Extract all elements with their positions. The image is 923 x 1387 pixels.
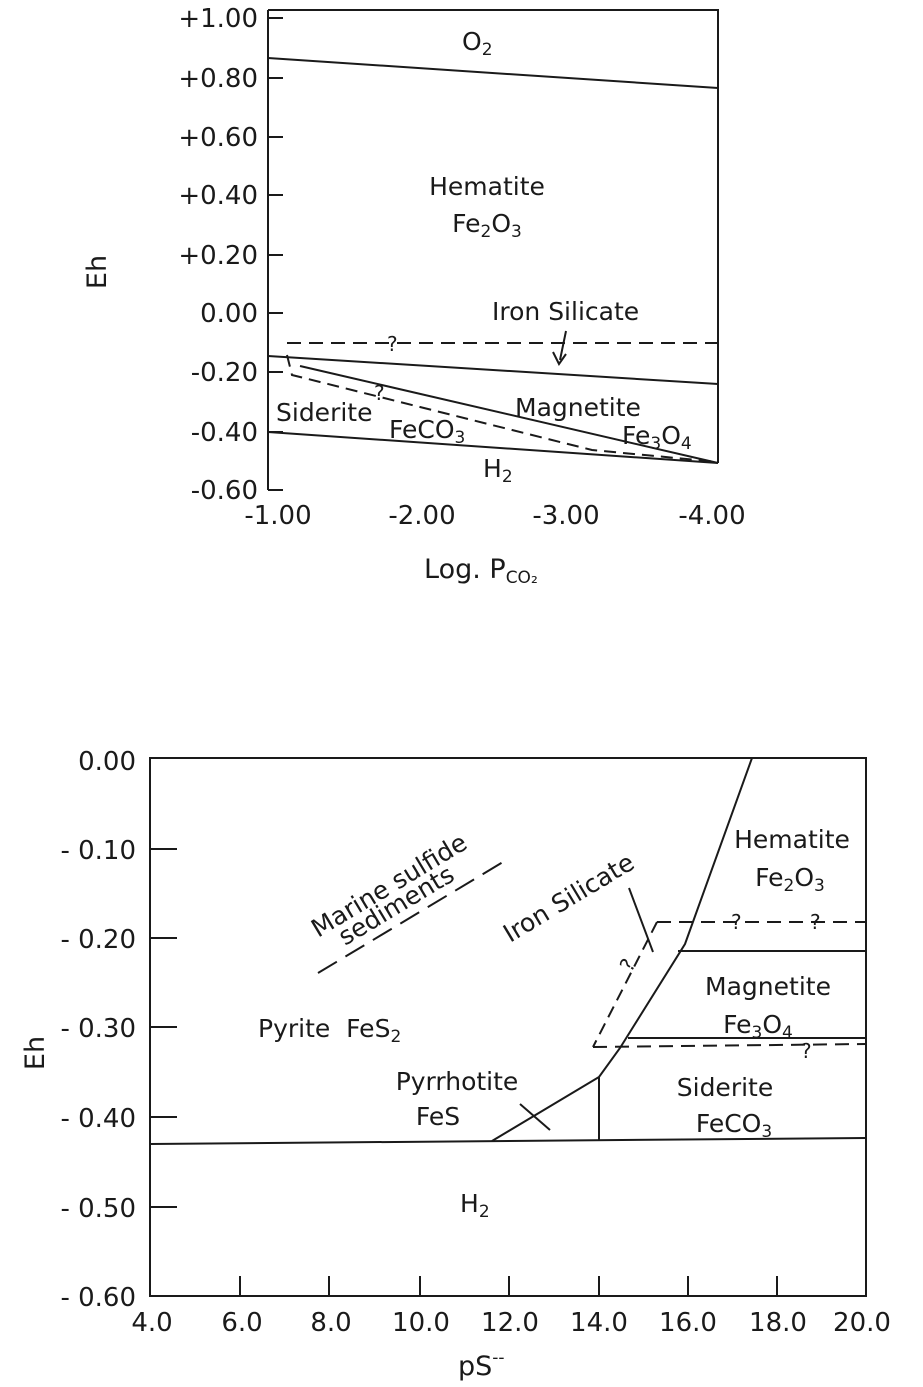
bottom-x-tick-label: 20.0 [833, 1308, 891, 1338]
bottom-x-tick-label: 16.0 [659, 1308, 717, 1338]
top-o2-boundary-line [267, 57, 719, 89]
bottom-pyrrhotite-formula: FeS [416, 1102, 460, 1131]
bottom-iron-silicate-leader [628, 887, 654, 953]
bottom-pyrite-label: Pyrite FeS2 [258, 1014, 401, 1047]
top-y-tick-label: 0.00 [200, 299, 258, 329]
bottom-question-mark: ? [731, 910, 742, 934]
bottom-magnetite-label: Magnetite [705, 972, 831, 1001]
bottom-y-tick-label: - 0.30 [60, 1014, 136, 1044]
bottom-x-axis-title: pS-- [458, 1348, 505, 1382]
bottom-question-mark: ? [615, 954, 641, 975]
top-x-tick-label: -3.00 [532, 501, 599, 531]
bottom-marine-sulfide-dashed-line [317, 861, 504, 974]
bottom-x-tick-label: 18.0 [749, 1308, 807, 1338]
bottom-x-tick-label: 14.0 [570, 1308, 628, 1338]
top-hematite-magnetite-boundary [267, 355, 719, 385]
top-plot-frame [267, 9, 719, 490]
top-question-mark: ? [387, 332, 398, 356]
top-x-tick-label: -2.00 [388, 501, 455, 531]
bottom-x-axis-title-main: pS [458, 1351, 492, 1382]
top-y-tick-labels: +1.00 +0.80 +0.60 +0.40 +0.20 0.00 -0.20… [178, 4, 258, 506]
bottom-y-tick-label: - 0.40 [60, 1104, 136, 1134]
top-x-tick-labels: -1.00 -2.00 -3.00 -4.00 [244, 501, 745, 531]
bottom-question-mark: ? [810, 910, 821, 934]
top-siderite-formula: FeCO3 [389, 415, 465, 448]
top-question-mark: ? [374, 381, 385, 405]
bottom-diagram [149, 757, 867, 1297]
bottom-x-tick-label: 6.0 [221, 1308, 262, 1338]
bottom-lower-dashed-line [592, 1043, 867, 1048]
top-y-tick-label: -0.40 [191, 418, 258, 448]
bottom-y-tick-labels: 0.00 - 0.10 - 0.20 - 0.30 - 0.40 - 0.50 … [60, 747, 136, 1313]
top-h2-boundary-line [267, 431, 719, 464]
top-y-tick-label: +0.40 [178, 181, 258, 211]
bottom-hematite-formula: Fe2O3 [755, 863, 825, 896]
top-magnetite-formula: Fe3O4 [622, 421, 692, 454]
top-y-tick-label: +0.80 [178, 64, 258, 94]
bottom-siderite-label: Siderite [677, 1073, 773, 1102]
bottom-y-tick-label: - 0.20 [60, 925, 136, 955]
top-siderite-dashed-boundary [286, 354, 719, 463]
top-hematite-formula: Fe2O3 [452, 209, 522, 242]
bottom-hematite-label: Hematite [734, 825, 850, 854]
top-iron-silicate-arrow [559, 330, 567, 361]
top-x-tick-label: -4.00 [678, 501, 745, 531]
bottom-h2-label: H2 [460, 1189, 490, 1222]
top-x-tick-label: -1.00 [244, 501, 311, 531]
bottom-x-tick-label: 4.0 [131, 1308, 172, 1338]
bottom-x-tick-label: 12.0 [481, 1308, 539, 1338]
bottom-x-tick-label: 10.0 [392, 1308, 450, 1338]
bottom-iron-silicate-dashed-boundary [592, 921, 658, 1048]
top-y-tick-label: -0.20 [191, 358, 258, 388]
top-diagram [267, 9, 719, 491]
bottom-y-tick-label: - 0.10 [60, 836, 136, 866]
top-o2-label: O2 [462, 27, 493, 60]
bottom-h2-boundary-line [149, 1137, 867, 1145]
bottom-question-mark: ? [801, 1039, 812, 1063]
top-y-axis-title: Eh [82, 255, 113, 289]
top-arrow-head [552, 351, 567, 366]
bottom-x-tick-labels: 4.0 6.0 8.0 10.0 12.0 14.0 16.0 18.0 20.… [131, 1308, 891, 1338]
bottom-y-tick-label: - 0.60 [60, 1283, 136, 1313]
bottom-siderite-formula: FeCO3 [696, 1109, 772, 1142]
bottom-pyrite-boundary-line [491, 757, 753, 1142]
top-x-axis-title-sub: CO₂ [506, 568, 538, 588]
bottom-x-tick-label: 8.0 [310, 1308, 351, 1338]
bottom-y-tick-label: 0.00 [78, 747, 136, 777]
bottom-x-ticks [239, 1276, 778, 1296]
bottom-y-axis-title: Eh [20, 1036, 51, 1070]
top-y-tick-label: +0.60 [178, 123, 258, 153]
top-y-tick-label: +1.00 [178, 4, 258, 34]
top-hematite-label: Hematite [429, 172, 545, 201]
top-siderite-label: Siderite [276, 398, 372, 427]
top-iron-silicate-label: Iron Silicate [492, 297, 639, 326]
bottom-pyrrhotite-leader [519, 1103, 551, 1131]
top-h2-label: H2 [483, 454, 513, 487]
bottom-y-ticks [150, 848, 177, 1208]
bottom-pyrrhotite-label: Pyrrhotite [396, 1067, 519, 1096]
bottom-y-tick-label: - 0.50 [60, 1194, 136, 1224]
top-x-axis-title-main: Log. P [424, 554, 506, 585]
bottom-magnetite-formula: Fe3O4 [723, 1010, 793, 1043]
top-siderite-magnetite-boundary [299, 365, 719, 464]
top-x-axis-title: Log. PCO₂ [424, 554, 538, 588]
bottom-iron-silicate-label: Iron Silicate [498, 847, 639, 948]
top-y-tick-label: +0.20 [178, 241, 258, 271]
bottom-x-axis-title-sup: -- [492, 1348, 504, 1368]
top-y-tick-label: -0.60 [191, 476, 258, 506]
top-magnetite-label: Magnetite [515, 393, 641, 422]
